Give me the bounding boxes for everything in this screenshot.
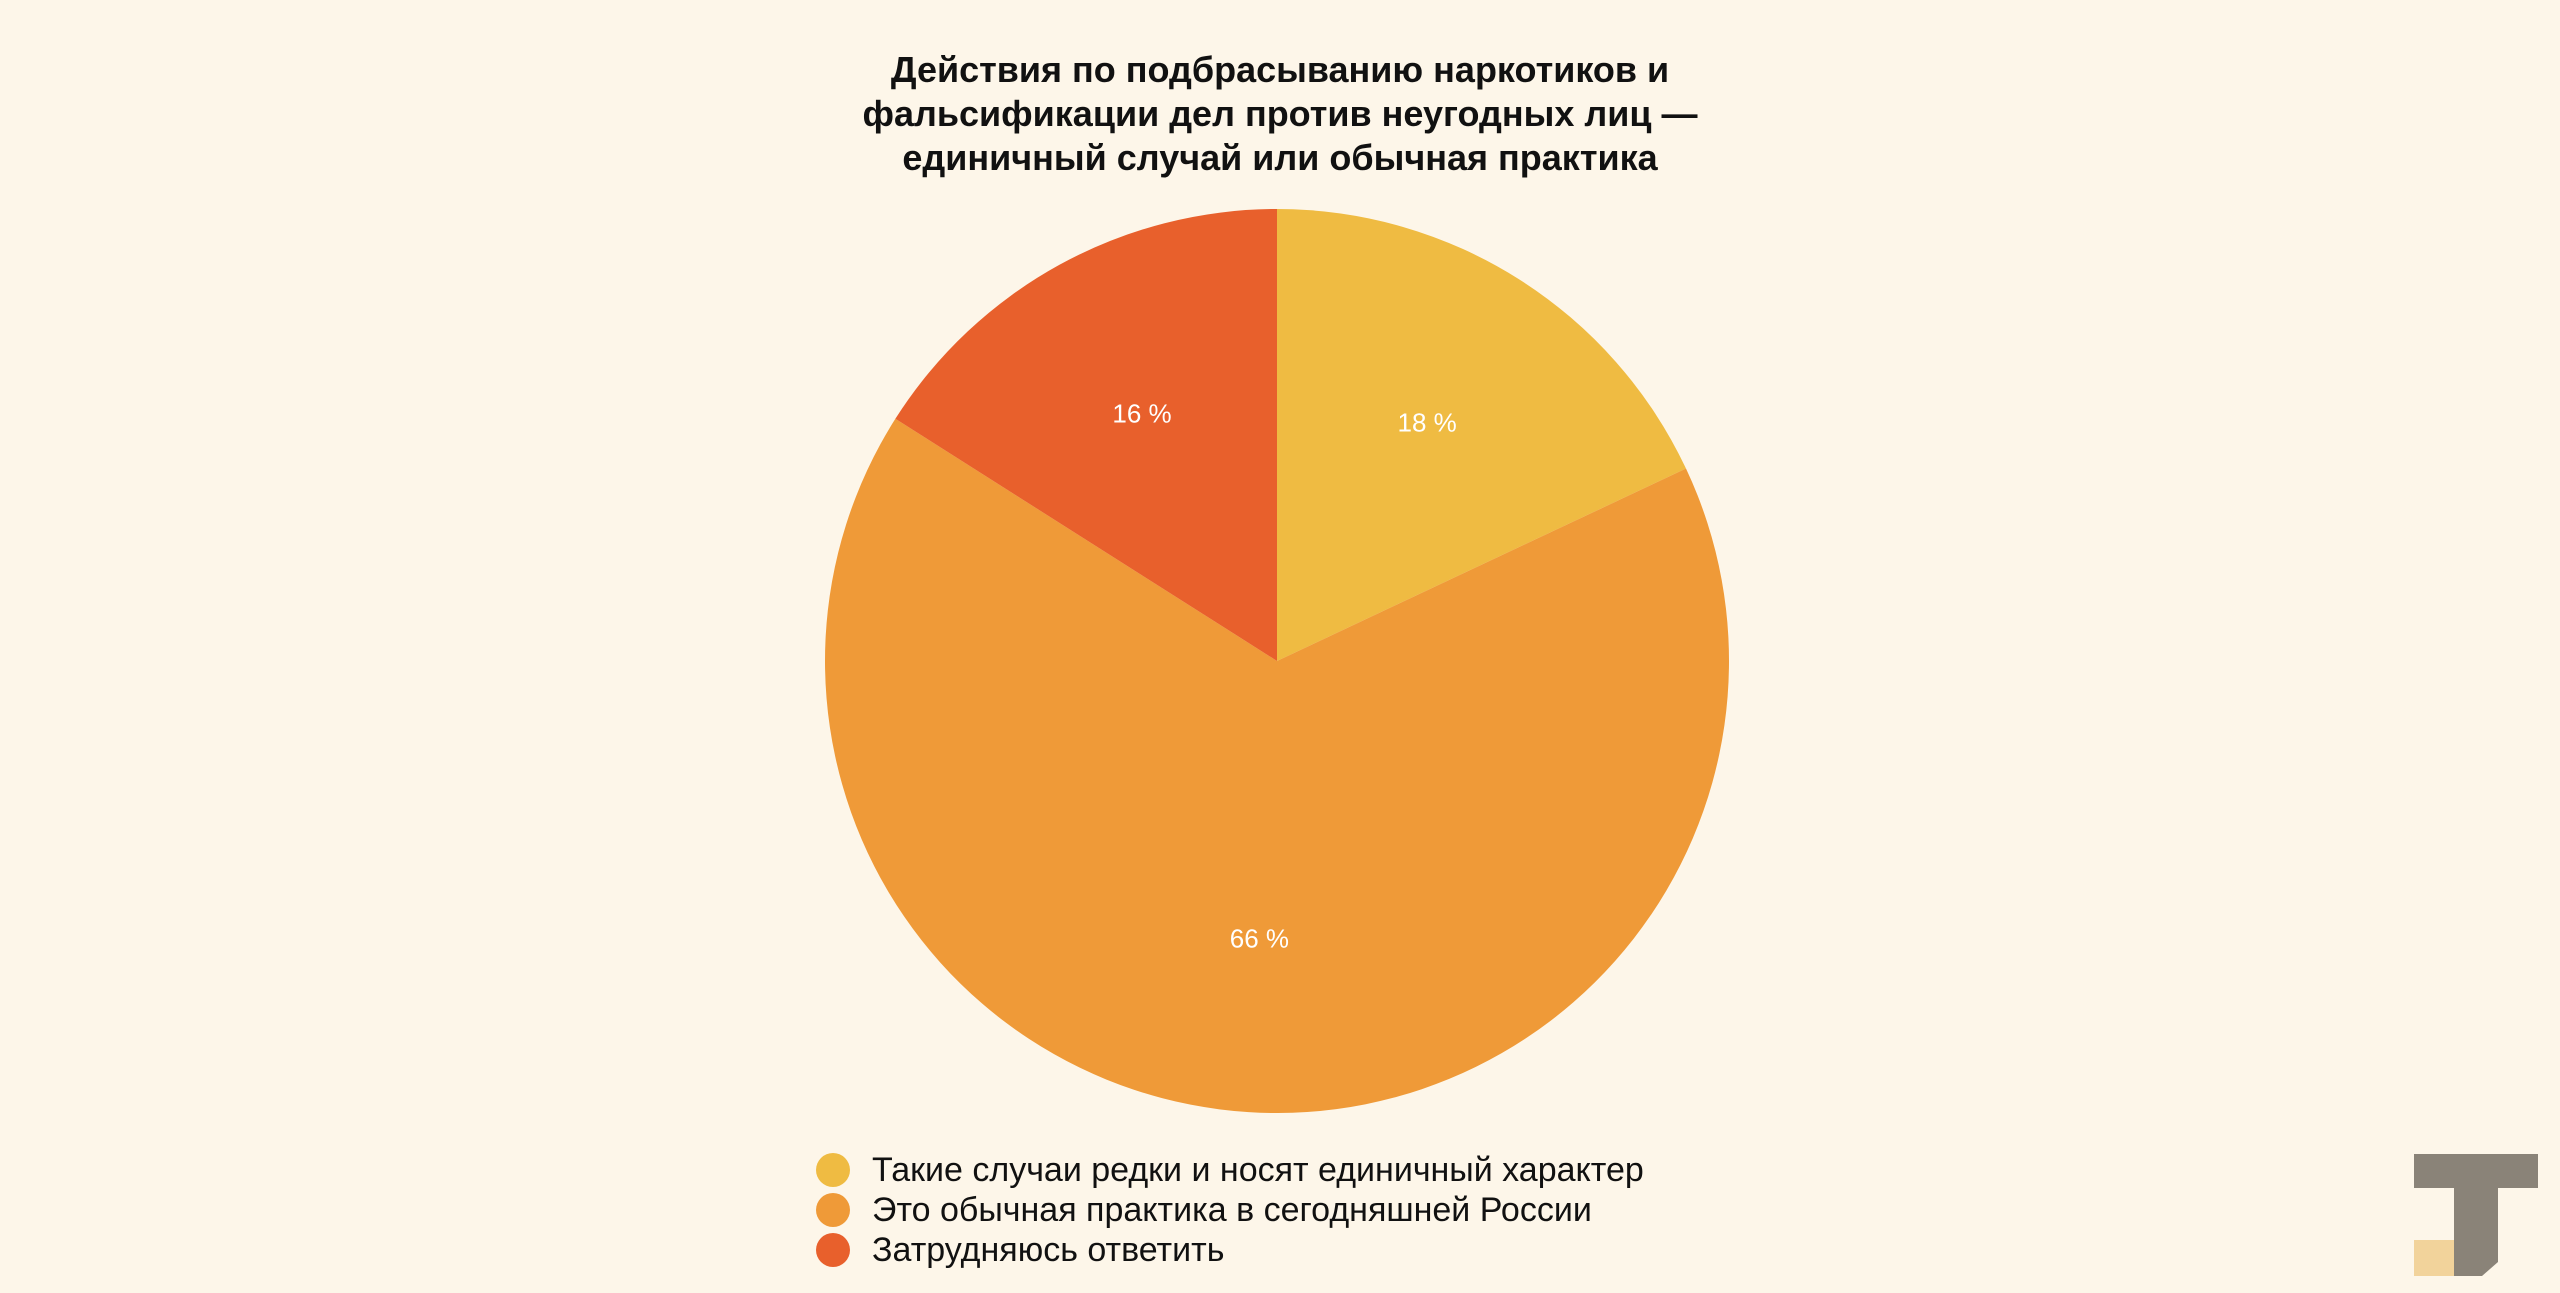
pie-data-label-1: 18 % <box>1398 407 1457 437</box>
legend-label: Затрудняюсь ответить <box>872 1230 1225 1269</box>
pie-slice-2 <box>825 418 1729 1113</box>
legend-swatch-icon <box>816 1193 850 1227</box>
pie-slice-3 <box>895 209 1277 661</box>
legend-label: Такие случаи редки и носят единичный хар… <box>872 1150 1644 1189</box>
chart-title: Действия по подбрасыванию наркотиков и ф… <box>862 49 1698 178</box>
legend-swatch-icon <box>816 1153 850 1187</box>
legend-label: Это обычная практика в сегодняшней Росси… <box>872 1190 1592 1229</box>
legend-swatch-icon <box>816 1233 850 1267</box>
pie-slices <box>825 209 1729 1113</box>
pie-slice-1 <box>1277 209 1686 661</box>
legend-item-1: Такие случаи редки и носят единичный хар… <box>816 1150 1644 1190</box>
chart-legend: Такие случаи редки и носят единичный хар… <box>816 1150 1644 1270</box>
t-logo-icon <box>2414 1154 2538 1276</box>
pie-data-label-2: 66 % <box>1230 924 1289 954</box>
pie-data-label-3: 16 % <box>1112 398 1171 428</box>
legend-item-3: Затрудняюсь ответить <box>816 1230 1644 1270</box>
pie-data-labels: 18 % 66 % 16 % <box>1112 398 1456 953</box>
legend-item-2: Это обычная практика в сегодняшней Росси… <box>816 1190 1644 1230</box>
